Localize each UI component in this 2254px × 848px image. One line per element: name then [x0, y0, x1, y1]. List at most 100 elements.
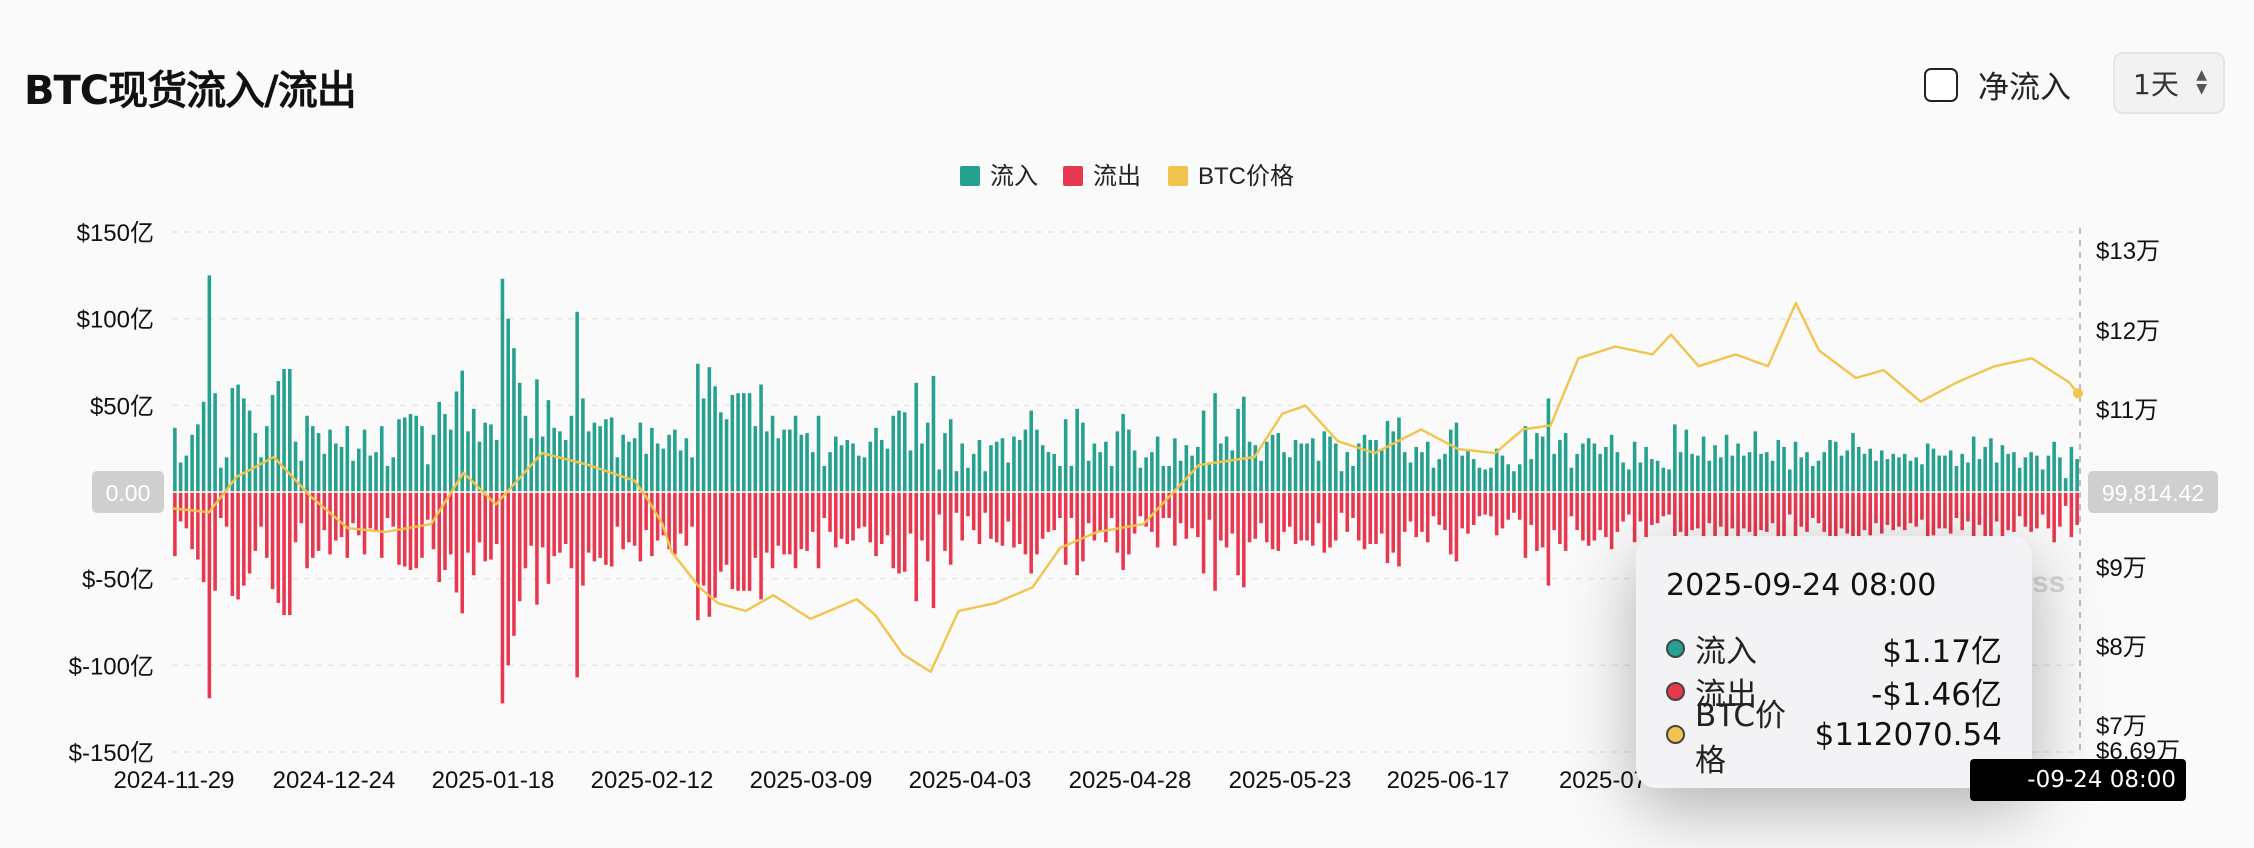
inflow-bar [1402, 452, 1407, 492]
inflow-bar [1184, 445, 1189, 492]
outflow-bar [1753, 492, 1758, 553]
outflow-bar [1276, 492, 1281, 551]
outflow-bar [678, 492, 683, 534]
inflow-bar [598, 426, 602, 492]
tooltip-row-price: BTC价格 $112070.54 [1666, 698, 2002, 779]
outflow-bar [506, 492, 510, 666]
inflow-bar [632, 438, 637, 492]
inflow-bar [788, 429, 792, 492]
outflow-bar [954, 492, 959, 513]
inflow-bar [1109, 466, 1114, 492]
net-flow-checkbox[interactable] [1924, 67, 1958, 102]
inflow-bar [374, 452, 378, 492]
inflow-bar [414, 415, 419, 492]
inflow-dot-icon [1666, 639, 1685, 658]
inflow-bar [1535, 433, 1539, 492]
outflow-bar [1977, 492, 1982, 525]
inflow-bar [696, 363, 700, 492]
outflow-bar [1512, 492, 1516, 513]
y-left-tick-label: $-50亿 [82, 567, 154, 594]
inflow-bar [1000, 438, 1005, 492]
inflow-bar [454, 391, 459, 492]
outflow-bar [558, 492, 562, 553]
outflow-bar [1075, 492, 1079, 576]
inflow-bar [1730, 455, 1735, 492]
inflow-bar [862, 457, 867, 492]
inflow-bar [1575, 453, 1579, 492]
outflow-bar [1144, 492, 1148, 527]
outflow-bar [1345, 492, 1350, 532]
inflow-bar [1822, 452, 1827, 492]
inflow-bar [1713, 445, 1717, 492]
inflow-bar [638, 422, 643, 492]
inflow-bar [1029, 410, 1033, 492]
inflow-bar [2023, 457, 2028, 492]
outflow-bar [219, 492, 223, 518]
outflow-bar [408, 492, 413, 570]
inflow-bar [1213, 393, 1217, 492]
outflow-bar [1810, 492, 1815, 518]
x-tick-label: 2025-04-03 [909, 767, 1032, 794]
outflow-bar [523, 492, 528, 569]
period-select[interactable]: 1天 ▲ ▼ [2113, 52, 2225, 114]
inflow-bar [1081, 422, 1085, 492]
outflow-bar [1368, 492, 1373, 544]
outflow-bar [1707, 492, 1712, 524]
inflow-bar [236, 384, 240, 492]
inflow-bar [1627, 469, 1631, 492]
inflow-bar [856, 455, 861, 492]
outflow-bar [1310, 492, 1315, 546]
outflow-bar [788, 492, 792, 555]
outflow-bar [1098, 492, 1102, 532]
inflow-bar [954, 471, 959, 492]
inflow-bar [684, 438, 689, 492]
inflow-bar [1948, 450, 1953, 492]
outflow-bar [1650, 492, 1654, 525]
inflow-bar [1581, 443, 1585, 492]
inflow-bar [282, 368, 286, 492]
outflow-bar [460, 492, 465, 614]
inflow-bar [1466, 450, 1470, 492]
x-tick-label: 2025-06-17 [1387, 767, 1510, 794]
outflow-bar [615, 492, 620, 527]
outflow-bar [1402, 492, 1407, 532]
outflow-bar [1328, 492, 1332, 548]
net-flow-toggle[interactable]: 净流入 [1924, 62, 2071, 107]
inflow-bar [1046, 452, 1051, 492]
outflow-bar [1040, 492, 1045, 539]
inflow-bar [494, 440, 499, 492]
outflow-bar [1609, 492, 1614, 550]
period-select-value: 1天 [2133, 68, 2179, 101]
inflow-bar [242, 398, 246, 492]
outflow-bar [1425, 492, 1430, 543]
inflow-bar [851, 443, 855, 492]
inflow-bar [2052, 441, 2056, 492]
outflow-bar [1058, 492, 1062, 518]
inflow-bar [1546, 398, 1551, 492]
inflow-bar [1650, 459, 1654, 492]
outflow-bar [1242, 492, 1246, 588]
inflow-bar [1816, 460, 1821, 492]
outflow-bar [1443, 492, 1447, 531]
outflow-bar [1500, 492, 1505, 529]
inflow-bar [1012, 436, 1016, 492]
outflow-bar [816, 492, 821, 569]
outflow-bar [1604, 492, 1608, 538]
inflow-bar [816, 415, 821, 492]
inflow-bar [311, 426, 315, 492]
inflow-bar [799, 434, 804, 492]
outflow-bar [805, 492, 809, 551]
inflow-bar [1086, 460, 1091, 492]
inflow-bar [339, 446, 344, 492]
inflow-bar [219, 467, 223, 492]
inflow-bar [2006, 453, 2010, 492]
outflow-bar [627, 492, 631, 543]
outflow-bar [989, 492, 993, 539]
outflow-bar [1719, 492, 1723, 527]
inflow-bar [604, 419, 608, 492]
outflow-bar [1805, 492, 1809, 532]
inflow-bar [356, 448, 361, 492]
inflow-bar [983, 471, 987, 492]
inflow-bar [1833, 441, 1838, 492]
